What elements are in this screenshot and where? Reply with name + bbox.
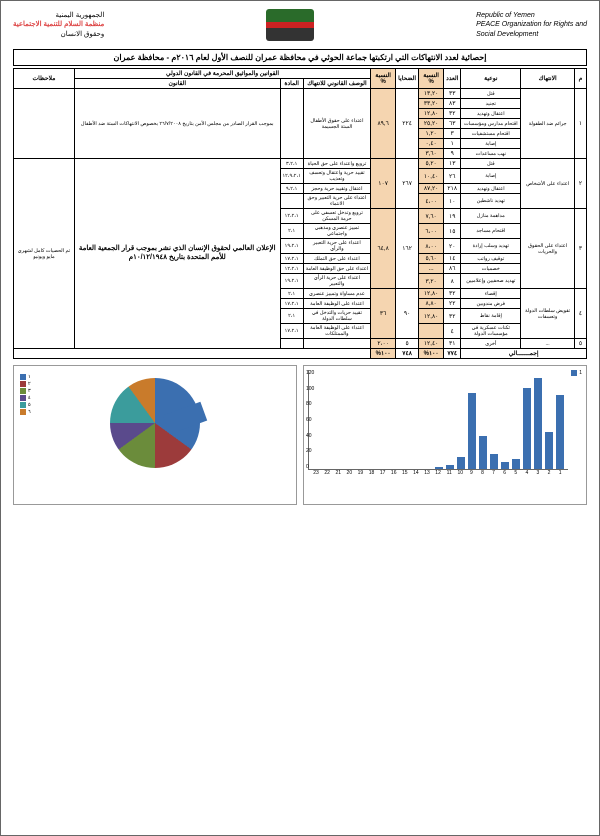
document-title: إحصائية لعدد الانتهاكات التي ارتكبتها جم… (13, 49, 587, 66)
header: Republic of Yemen PEACE Organization for… (13, 9, 587, 45)
header-left: Republic of Yemen PEACE Organization for… (476, 11, 587, 38)
table-row: ٢اعتداء على الأشخاصقتل١٣٥,٢٠٢٦٧١٠٧ترويع … (14, 159, 587, 169)
pie-chart: ١٢٣٤٥٦ (13, 365, 297, 505)
table-row: ١جرائم ضد الطفولةقتل٣٣١٣,٢٠٢٢٤٨٩,٦اعتداء… (14, 89, 587, 99)
bar-chart: 120100806040200 232221201918171615141312… (303, 365, 587, 505)
charts-area: 120100806040200 232221201918171615141312… (13, 365, 587, 505)
violations-table: م الانتهاك نوعية العدد النسبة % الضحايا … (13, 68, 587, 359)
logo (266, 9, 314, 41)
header-right: الجمهورية اليمنية منظمة السلام للتنمية ا… (13, 11, 104, 38)
